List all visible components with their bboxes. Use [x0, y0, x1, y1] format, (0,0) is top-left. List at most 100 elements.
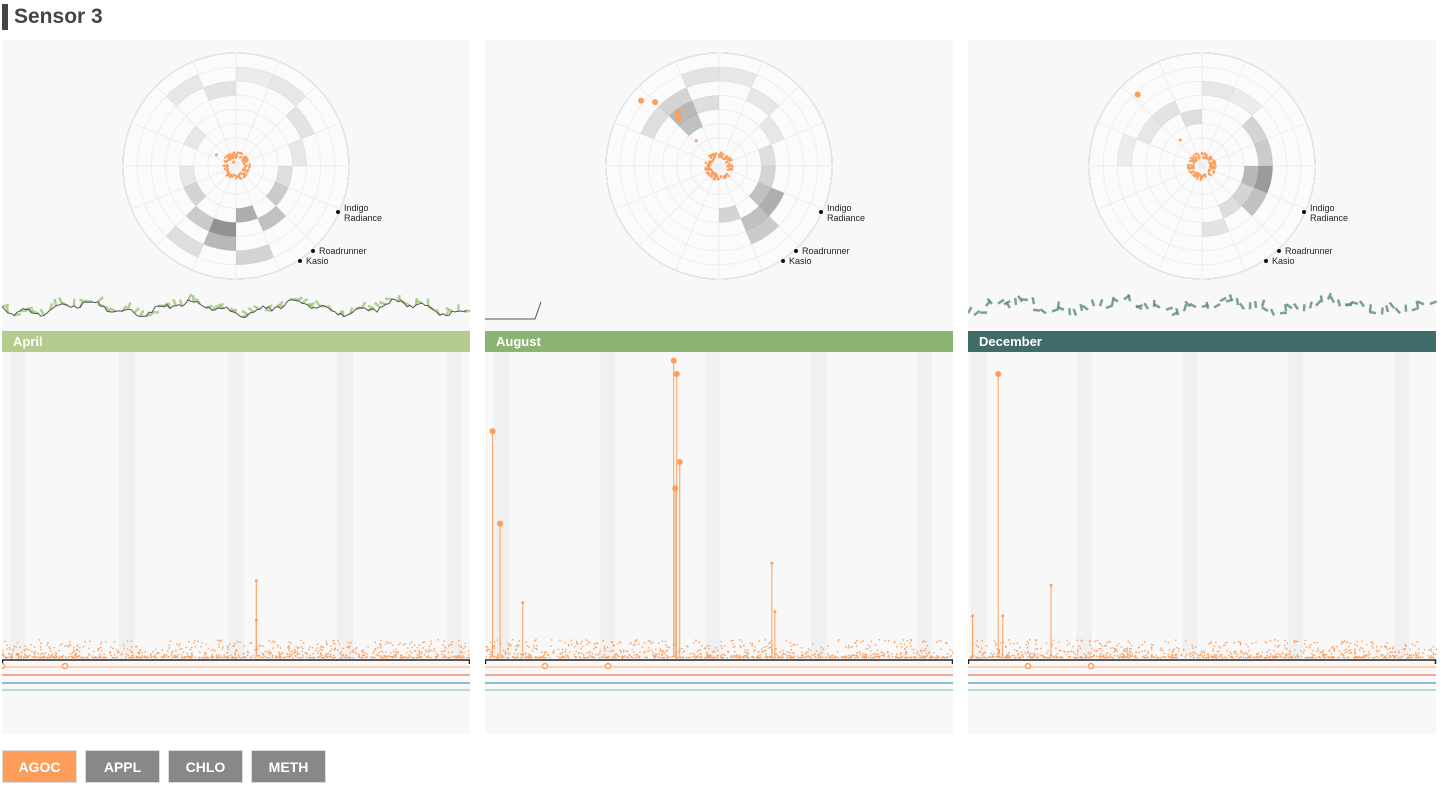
reading-dot [919, 650, 922, 652]
reading-dot [1007, 656, 1009, 659]
reading-dot [1265, 656, 1267, 659]
reading-dot [1076, 656, 1079, 659]
reading-dot [1333, 647, 1335, 649]
reading-dot [39, 653, 42, 656]
event-marker [1024, 662, 1032, 670]
reading-dot [1340, 653, 1342, 656]
polar-point [716, 178, 720, 181]
reading-dot [924, 656, 926, 658]
reading-dot [567, 656, 570, 659]
polar-grid-spoke [155, 165, 237, 247]
reading-dot [365, 656, 367, 659]
reading-dot [1312, 649, 1314, 652]
reading-dot [533, 645, 535, 647]
reading-dot [236, 640, 239, 643]
reading-dot [591, 656, 593, 659]
reading-dot [870, 650, 872, 652]
reading-dot [1120, 656, 1123, 658]
reading-dot [1116, 650, 1118, 653]
chemical-button-appl[interactable]: APPL [85, 750, 160, 783]
reading-dot [1175, 639, 1177, 641]
reading-dot [171, 651, 173, 654]
reading-dot [1415, 653, 1417, 655]
reading-dot [1321, 651, 1324, 653]
reading-dot [1033, 652, 1036, 654]
reading-dot [40, 646, 42, 648]
reading-dot [915, 656, 917, 659]
chemical-button-agoc[interactable]: AGOC [2, 750, 77, 783]
reading-dot [721, 656, 724, 659]
reading-dot [144, 651, 146, 653]
reading-dot [76, 645, 78, 647]
reading-dot [33, 655, 36, 657]
reading-dot [574, 655, 576, 658]
reading-dot [1286, 648, 1288, 650]
reading-dot [1361, 647, 1364, 649]
reading-dot [272, 654, 274, 657]
reading-dot [1101, 645, 1103, 647]
reading-dot [537, 656, 540, 659]
reading-dot [1099, 643, 1102, 645]
reading-dot [918, 654, 920, 656]
reading-dot [654, 656, 656, 658]
reading-dot [499, 642, 502, 645]
reading-dot [259, 644, 262, 647]
reading-dot [277, 646, 279, 648]
reading-dot [630, 656, 633, 658]
reading-dot [75, 653, 77, 655]
spike-point [497, 520, 504, 527]
polar-point [246, 170, 249, 173]
reading-dot [921, 655, 923, 657]
reading-dot [18, 655, 20, 658]
reading-dot [710, 656, 713, 659]
reading-dot [1330, 656, 1333, 659]
reading-dot [276, 644, 279, 646]
reading-dot [288, 644, 290, 647]
weekend-band [1393, 352, 1409, 660]
reading-dot [943, 656, 945, 659]
reading-dot [434, 655, 437, 658]
reading-dot [456, 656, 458, 659]
reading-dot [274, 641, 276, 643]
reading-dot [465, 656, 468, 659]
reading-dot [329, 650, 331, 652]
polar-point [726, 165, 729, 168]
reading-dot [59, 644, 61, 646]
reading-dot [575, 650, 577, 653]
reading-dot [1110, 655, 1112, 658]
polar-point [710, 160, 714, 163]
reading-dot [399, 642, 401, 644]
reading-dot [250, 656, 252, 658]
reading-dot [977, 646, 980, 648]
reading-dot [260, 656, 263, 658]
reading-dot [1171, 655, 1173, 658]
chemical-button-meth[interactable]: METH [251, 750, 326, 783]
reading-dot [1007, 653, 1009, 656]
reading-dot [191, 646, 193, 649]
reading-dot [547, 654, 550, 656]
reading-dot [873, 656, 875, 659]
reading-dot [154, 656, 157, 659]
reading-dot [235, 656, 237, 659]
reading-dot [1398, 650, 1400, 653]
reading-dot [1348, 649, 1350, 652]
polar-point [710, 172, 714, 176]
reading-dot [817, 654, 820, 657]
reading-dot [389, 656, 391, 658]
reading-dot [652, 653, 654, 656]
reading-dot [305, 656, 308, 659]
reading-dot [1116, 645, 1118, 647]
reading-dot [652, 651, 654, 653]
reading-dot [697, 655, 699, 657]
polar-point [223, 164, 226, 168]
wind-barb [1143, 302, 1150, 310]
reading-dot [173, 654, 175, 657]
polar-point [720, 151, 723, 154]
chemical-button-chlo[interactable]: CHLO [168, 750, 243, 783]
reading-dot [742, 655, 745, 658]
reading-dot [334, 648, 336, 651]
reading-dot [384, 643, 387, 645]
reading-dot [528, 656, 530, 659]
reading-dot [996, 648, 998, 650]
polar-point [234, 156, 238, 160]
